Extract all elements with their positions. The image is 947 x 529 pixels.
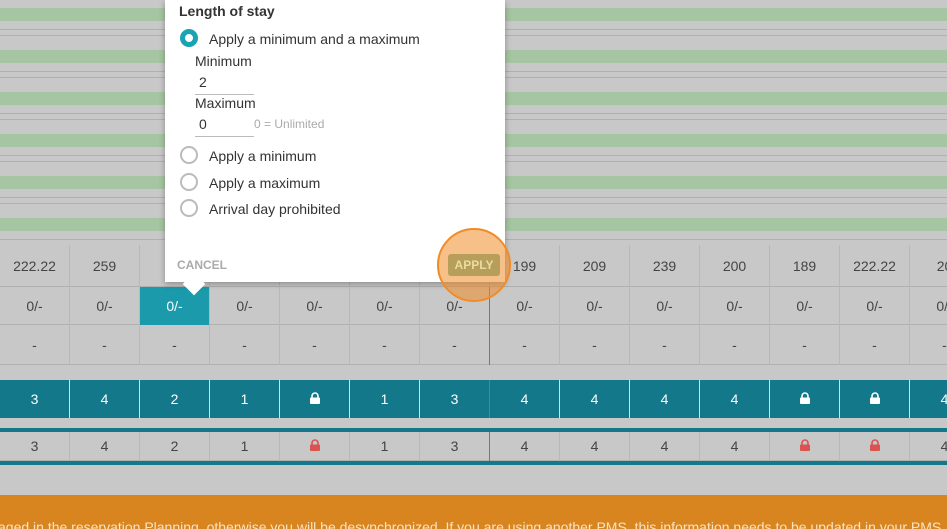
cell[interactable]: 200	[700, 245, 770, 287]
option[interactable]: Apply a maximum	[209, 175, 321, 191]
cell[interactable]: 4	[630, 380, 700, 418]
label: Minimum	[195, 53, 252, 69]
cell[interactable]: 4	[700, 432, 770, 461]
cell[interactable]: 4	[70, 380, 140, 418]
cell[interactable]	[280, 380, 350, 418]
cell[interactable]: 0/-	[210, 287, 280, 325]
cell[interactable]: -	[490, 325, 560, 365]
cell[interactable]: 20	[910, 245, 947, 287]
lock-icon	[869, 392, 880, 404]
cell[interactable]: -	[0, 325, 70, 365]
cell[interactable]: -	[840, 325, 910, 365]
cancel-button[interactable]: CANCEL	[177, 258, 227, 272]
row-line	[0, 460, 947, 461]
cell[interactable]: 259	[70, 245, 140, 287]
cell[interactable]: 199	[490, 245, 560, 287]
cell[interactable]: 0/-	[350, 287, 420, 325]
cell[interactable]: -	[350, 325, 420, 365]
cell[interactable]	[840, 380, 910, 418]
hint: 0 = Unlimited	[254, 117, 325, 131]
radio[interactable]	[180, 146, 198, 164]
cell[interactable]: 3	[0, 432, 70, 461]
radio[interactable]	[180, 173, 198, 191]
cell[interactable]: -	[770, 325, 840, 365]
cell[interactable]: 0/-	[770, 287, 840, 325]
cell[interactable]: 209	[560, 245, 630, 287]
cell[interactable]	[770, 432, 840, 461]
banner-text: aged in the reservation Planning, otherw…	[0, 519, 942, 529]
cell[interactable]: 2	[140, 380, 210, 418]
cell[interactable]: 222.22	[840, 245, 910, 287]
cell[interactable]: -	[910, 325, 947, 365]
apply-button[interactable]: APPLY	[448, 254, 500, 276]
cell[interactable]: 0/-	[700, 287, 770, 325]
cell[interactable]: 0/-	[140, 287, 210, 325]
cell[interactable]: 4	[70, 432, 140, 461]
cell[interactable]: 2	[140, 432, 210, 461]
popup-title: Length of stay	[179, 3, 275, 19]
radio[interactable]	[180, 199, 198, 217]
cell[interactable]: 0/-	[560, 287, 630, 325]
cell[interactable]	[280, 432, 350, 461]
lock-icon	[309, 439, 320, 451]
cell[interactable]: 0/-	[420, 287, 490, 325]
input[interactable]: 2	[195, 72, 254, 95]
divider	[0, 428, 947, 432]
lock-icon	[869, 439, 880, 451]
cell[interactable]: -	[630, 325, 700, 365]
cell[interactable]: 3	[0, 380, 70, 418]
cell[interactable]	[770, 380, 840, 418]
cell[interactable]: 4	[910, 432, 947, 461]
cell[interactable]: 4	[630, 432, 700, 461]
row-line	[0, 364, 947, 365]
cell[interactable]: 1	[350, 432, 420, 461]
banner: aged in the reservation Planning, otherw…	[0, 495, 947, 529]
cell[interactable]: 4	[560, 380, 630, 418]
cell[interactable]: 1	[210, 432, 280, 461]
cell[interactable]: 4	[700, 380, 770, 418]
row-line	[0, 324, 947, 325]
cell[interactable]: 0/-	[840, 287, 910, 325]
cell[interactable]: 1	[350, 380, 420, 418]
option[interactable]: Arrival day prohibited	[209, 201, 341, 217]
cell[interactable]	[840, 432, 910, 461]
cell[interactable]: -	[280, 325, 350, 365]
divider	[0, 461, 947, 465]
cell[interactable]: -	[210, 325, 280, 365]
cell[interactable]: -	[140, 325, 210, 365]
cell[interactable]: 3	[420, 380, 490, 418]
cell[interactable]: 222.22	[0, 245, 70, 287]
cell[interactable]: 4	[490, 380, 560, 418]
cell[interactable]: 0/-	[0, 287, 70, 325]
cell[interactable]: 0/-	[70, 287, 140, 325]
cell[interactable]: 3	[420, 432, 490, 461]
option[interactable]: Apply a minimum	[209, 148, 317, 164]
cell[interactable]: 1	[210, 380, 280, 418]
popup: Length of stay Apply a minimum and a max…	[165, 0, 505, 282]
cell[interactable]: -	[700, 325, 770, 365]
input[interactable]: 0	[195, 114, 254, 137]
option[interactable]: Apply a minimum and a maximum	[209, 31, 420, 47]
cell[interactable]: 0/-	[910, 287, 947, 325]
lock-icon	[799, 439, 810, 451]
cell[interactable]: -	[70, 325, 140, 365]
cell[interactable]: -	[420, 325, 490, 365]
cell[interactable]: 0/-	[630, 287, 700, 325]
cell[interactable]: 0/-	[490, 287, 560, 325]
cell[interactable]: 189	[770, 245, 840, 287]
cell[interactable]: -	[560, 325, 630, 365]
lock-icon	[309, 392, 320, 404]
cell[interactable]: 4	[910, 380, 947, 418]
radio[interactable]	[180, 29, 198, 47]
cell[interactable]: 4	[490, 432, 560, 461]
cell[interactable]: 0/-	[280, 287, 350, 325]
label: Maximum	[195, 95, 256, 111]
cell[interactable]: 4	[560, 432, 630, 461]
cell[interactable]: 239	[630, 245, 700, 287]
lock-icon	[799, 392, 810, 404]
